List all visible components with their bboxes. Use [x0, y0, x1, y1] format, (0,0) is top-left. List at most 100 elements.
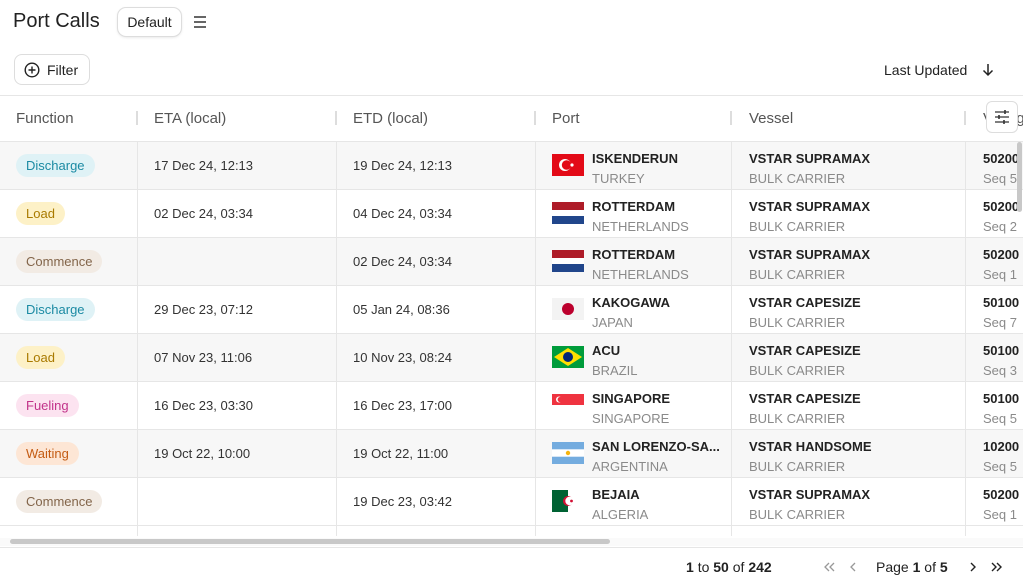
range-to-word: to: [697, 559, 710, 575]
vessel-name: VSTAR SUPRAMAX: [749, 151, 871, 166]
column-settings[interactable]: [986, 101, 1018, 133]
filter-button[interactable]: Filter: [14, 54, 90, 85]
column-separator: [335, 111, 337, 125]
port-name: SAN LORENZO-SA...: [592, 439, 720, 454]
eta: 02 Dec 24, 03:34: [154, 206, 254, 221]
vessel-type: BULK CARRIER: [749, 315, 846, 330]
port-name: ROTTERDAM: [592, 199, 676, 214]
port-country: NETHERLANDS: [592, 219, 689, 234]
page-word: Page: [876, 559, 909, 575]
page-title: Port Calls: [13, 10, 100, 32]
vessel-name: VSTAR HANDSOME: [749, 439, 872, 454]
eta: 17 Dec 24, 12:13: [154, 158, 254, 173]
settings-icon: [995, 110, 1009, 124]
last-page[interactable]: [990, 561, 1004, 573]
voyage-seq: Seq 1: [983, 267, 1017, 282]
table-row[interactable]: Discharge 17 Dec 24, 12:13 19 Dec 24, 12:1…: [0, 142, 1023, 190]
next-page[interactable]: [967, 561, 979, 573]
voyage-seq: Seq 2: [983, 219, 1017, 234]
vessel-type: BULK CARRIER: [749, 363, 846, 378]
port-name: ACU: [592, 343, 621, 358]
sort-arrow[interactable]: [981, 62, 995, 78]
flag: [552, 298, 584, 320]
port-name: KAKOGAWA: [592, 295, 670, 310]
column-header: ETA (local): [154, 110, 227, 127]
table-row[interactable]: Fueling 16 Dec 23, 03:30 16 Dec 23, 17:00 S…: [0, 382, 1023, 430]
column-line: [731, 142, 732, 536]
vessel-name: VSTAR SUPRAMAX: [749, 487, 871, 502]
sort-label[interactable]: Last Updated: [884, 62, 968, 78]
vessel-type: BULK CARRIER: [749, 459, 846, 474]
voyage-number: 50100: [983, 391, 1020, 406]
voyage-number: 50200: [983, 247, 1020, 262]
table-row[interactable]: Waiting 19 Oct 22, 10:00 19 Oct 22, 11:00 S…: [0, 430, 1023, 478]
vessel-name: VSTAR CAPESIZE: [749, 343, 861, 358]
column-separator: [730, 111, 732, 125]
page-count: 5: [939, 559, 948, 575]
column-line: [137, 142, 138, 536]
voyage-number: 50200: [983, 487, 1020, 502]
etd: 02 Dec 24, 03:34: [353, 254, 453, 269]
function-badge: Discharge: [16, 154, 95, 177]
etd: 19 Dec 24, 12:13: [353, 158, 453, 173]
prev-page[interactable]: [847, 561, 859, 573]
vessel-name: VSTAR CAPESIZE: [749, 295, 861, 310]
vessel-name: VSTAR CAPESIZE: [749, 391, 861, 406]
voyage-seq: Seq 5: [983, 171, 1017, 186]
eta: 19 Oct 22, 10:00: [154, 446, 251, 461]
vessel-name: VSTAR SUPRAMAX: [749, 247, 871, 262]
column-header: ETD (local): [353, 110, 429, 127]
vessel-type: BULK CARRIER: [749, 219, 846, 234]
vessel-type: BULK CARRIER: [749, 507, 846, 522]
eta: 29 Dec 23, 07:12: [154, 302, 254, 317]
view-selector[interactable]: Default: [118, 8, 181, 36]
etd: 19 Oct 22, 11:00: [353, 446, 449, 461]
range-from: 1: [686, 559, 694, 575]
column-header: Vessel: [749, 110, 794, 127]
voyage-seq: Seq 5: [983, 459, 1017, 474]
column-separator: [534, 111, 536, 125]
column-line: [535, 142, 536, 536]
flag: [552, 154, 584, 176]
etd: 04 Dec 24, 03:34: [353, 206, 453, 221]
table-row[interactable]: Load 07 Nov 23, 11:06 10 Nov 23, 08:24 ACU B…: [0, 334, 1023, 382]
table-row[interactable]: Commence 02 Dec 24, 03:34 ROTTERDAM NETHERL…: [0, 238, 1023, 286]
vessel-name: VSTAR SUPRAMAX: [749, 199, 871, 214]
v-scroll-thumb[interactable]: [1017, 142, 1022, 212]
etd: 19 Dec 23, 03:42: [353, 494, 453, 509]
first-page[interactable]: [822, 561, 836, 573]
voyage-number: 50100: [983, 343, 1020, 358]
voyage-number: 10200: [983, 439, 1020, 454]
column-separator: [136, 111, 138, 125]
flag: [552, 250, 584, 272]
vessel-type: BULK CARRIER: [749, 171, 846, 186]
flag: [552, 442, 584, 464]
filter-label: Filter: [47, 62, 79, 78]
vessel-type: BULK CARRIER: [749, 267, 846, 282]
page-indicator: Page 1 of 5: [876, 559, 948, 575]
table-top-border: [0, 95, 1023, 96]
vessel-type: BULK CARRIER: [749, 411, 846, 426]
column-line: [336, 142, 337, 536]
menu-icon[interactable]: [192, 14, 208, 30]
table-row[interactable]: Load 02 Dec 24, 03:34 04 Dec 24, 03:34 ROTT…: [0, 190, 1023, 238]
column-separator: [964, 111, 966, 125]
function-badge: Fueling: [16, 394, 79, 417]
table-row[interactable]: Discharge 29 Dec 23, 07:12 05 Jan 24, 08:3…: [0, 286, 1023, 334]
column-header: Port: [552, 110, 580, 127]
port-name: ROTTERDAM: [592, 247, 676, 262]
etd: 16 Dec 23, 17:00: [353, 398, 453, 413]
eta: 16 Dec 23, 03:30: [154, 398, 254, 413]
header-border: [0, 141, 1023, 142]
plus-icon: [24, 62, 40, 78]
port-name: BEJAIA: [592, 487, 640, 502]
h-scroll-thumb[interactable]: [10, 539, 610, 544]
function-badge: Commence: [16, 250, 103, 273]
function-badge: Load: [16, 346, 65, 369]
voyage-seq: Seq 1: [983, 507, 1017, 522]
table-row[interactable]: Commence 19 Dec 23, 03:42 BEJAIA ALGERIA VST…: [0, 478, 1023, 526]
voyage-seq: Seq 3: [983, 363, 1017, 378]
column-line: [965, 142, 966, 536]
footer-border: [0, 547, 1023, 548]
